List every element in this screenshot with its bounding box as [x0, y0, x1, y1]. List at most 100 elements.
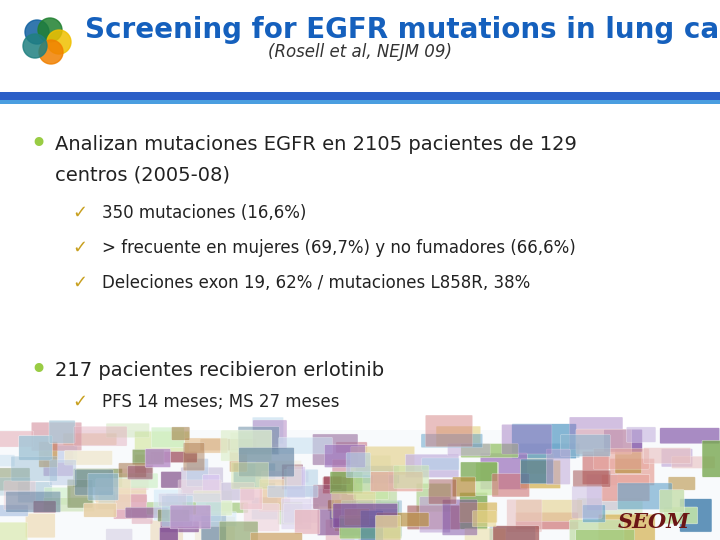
FancyBboxPatch shape	[480, 453, 527, 489]
FancyBboxPatch shape	[405, 454, 459, 477]
FancyBboxPatch shape	[361, 510, 383, 540]
FancyBboxPatch shape	[660, 490, 684, 513]
Text: 350 mutaciones (16,6%): 350 mutaciones (16,6%)	[102, 204, 307, 222]
FancyBboxPatch shape	[464, 528, 506, 540]
FancyBboxPatch shape	[448, 443, 490, 456]
FancyBboxPatch shape	[178, 480, 222, 502]
FancyBboxPatch shape	[408, 505, 460, 530]
Circle shape	[23, 34, 47, 58]
FancyBboxPatch shape	[375, 515, 400, 540]
FancyBboxPatch shape	[25, 514, 55, 538]
FancyBboxPatch shape	[43, 451, 73, 476]
Text: ✓: ✓	[73, 239, 88, 257]
FancyBboxPatch shape	[221, 430, 272, 461]
Circle shape	[47, 30, 71, 54]
FancyBboxPatch shape	[39, 442, 58, 467]
FancyBboxPatch shape	[519, 443, 580, 458]
FancyBboxPatch shape	[644, 448, 690, 463]
FancyBboxPatch shape	[582, 505, 606, 522]
Text: PFS 14 meses; MS 27 meses: PFS 14 meses; MS 27 meses	[102, 393, 340, 411]
FancyBboxPatch shape	[356, 465, 399, 483]
FancyBboxPatch shape	[282, 464, 303, 490]
FancyBboxPatch shape	[150, 521, 183, 540]
FancyBboxPatch shape	[358, 530, 401, 540]
FancyBboxPatch shape	[318, 509, 374, 536]
FancyBboxPatch shape	[512, 424, 577, 458]
FancyBboxPatch shape	[74, 426, 127, 446]
FancyBboxPatch shape	[598, 514, 655, 540]
FancyBboxPatch shape	[114, 494, 147, 519]
FancyBboxPatch shape	[339, 516, 402, 539]
FancyBboxPatch shape	[220, 482, 255, 501]
FancyBboxPatch shape	[279, 437, 333, 454]
FancyBboxPatch shape	[370, 472, 423, 491]
Text: ✓: ✓	[73, 393, 88, 411]
FancyBboxPatch shape	[132, 509, 153, 524]
FancyBboxPatch shape	[195, 517, 235, 540]
FancyBboxPatch shape	[310, 489, 340, 507]
FancyBboxPatch shape	[421, 434, 482, 448]
FancyBboxPatch shape	[243, 504, 279, 531]
FancyBboxPatch shape	[231, 462, 269, 489]
FancyBboxPatch shape	[200, 439, 256, 450]
FancyBboxPatch shape	[428, 479, 456, 504]
FancyBboxPatch shape	[577, 498, 643, 517]
FancyBboxPatch shape	[521, 454, 554, 474]
FancyBboxPatch shape	[73, 469, 122, 487]
FancyBboxPatch shape	[166, 494, 221, 521]
FancyBboxPatch shape	[281, 498, 312, 529]
Text: •: •	[29, 355, 47, 384]
Text: •: •	[29, 131, 47, 159]
FancyBboxPatch shape	[75, 469, 113, 495]
Circle shape	[25, 20, 49, 44]
FancyBboxPatch shape	[313, 485, 356, 509]
FancyBboxPatch shape	[601, 475, 650, 501]
FancyBboxPatch shape	[162, 496, 193, 526]
FancyBboxPatch shape	[64, 451, 112, 465]
FancyBboxPatch shape	[67, 480, 93, 508]
FancyBboxPatch shape	[493, 526, 539, 540]
FancyBboxPatch shape	[252, 417, 284, 444]
FancyBboxPatch shape	[238, 427, 279, 455]
FancyBboxPatch shape	[328, 500, 381, 511]
FancyBboxPatch shape	[49, 446, 77, 462]
Text: ✓: ✓	[73, 204, 88, 222]
FancyBboxPatch shape	[260, 479, 284, 510]
FancyBboxPatch shape	[258, 497, 290, 512]
FancyBboxPatch shape	[416, 483, 451, 512]
FancyBboxPatch shape	[230, 449, 247, 472]
FancyBboxPatch shape	[240, 487, 263, 510]
FancyBboxPatch shape	[661, 449, 693, 467]
FancyBboxPatch shape	[702, 441, 720, 477]
FancyBboxPatch shape	[354, 455, 391, 474]
FancyBboxPatch shape	[251, 497, 278, 519]
FancyBboxPatch shape	[194, 490, 232, 516]
FancyBboxPatch shape	[332, 492, 376, 518]
FancyBboxPatch shape	[106, 423, 150, 437]
FancyBboxPatch shape	[576, 530, 635, 540]
FancyBboxPatch shape	[63, 433, 117, 445]
FancyBboxPatch shape	[32, 422, 81, 451]
FancyBboxPatch shape	[442, 500, 477, 535]
FancyBboxPatch shape	[593, 448, 649, 469]
FancyBboxPatch shape	[284, 469, 318, 497]
FancyBboxPatch shape	[546, 449, 570, 484]
FancyBboxPatch shape	[0, 468, 30, 491]
FancyBboxPatch shape	[351, 446, 415, 475]
FancyBboxPatch shape	[336, 442, 367, 453]
FancyBboxPatch shape	[158, 509, 190, 522]
FancyBboxPatch shape	[668, 477, 696, 490]
FancyBboxPatch shape	[460, 492, 487, 529]
FancyBboxPatch shape	[239, 448, 294, 477]
Text: Screening for EGFR mutations in lung cancer: Screening for EGFR mutations in lung can…	[85, 16, 720, 44]
Text: (Rosell et al, NEJM 09): (Rosell et al, NEJM 09)	[268, 43, 452, 61]
FancyBboxPatch shape	[374, 472, 397, 509]
FancyBboxPatch shape	[0, 505, 28, 516]
FancyBboxPatch shape	[572, 486, 602, 518]
FancyBboxPatch shape	[325, 444, 365, 468]
FancyBboxPatch shape	[560, 435, 611, 456]
FancyBboxPatch shape	[660, 428, 720, 444]
FancyBboxPatch shape	[98, 491, 115, 509]
FancyBboxPatch shape	[118, 473, 158, 488]
FancyBboxPatch shape	[206, 502, 248, 513]
